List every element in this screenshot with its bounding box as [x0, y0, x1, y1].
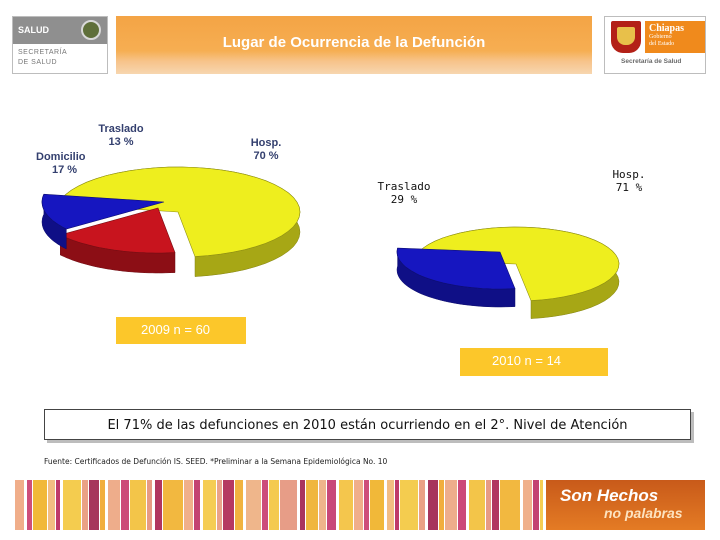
footer-stripe	[89, 480, 99, 530]
footer-stripe	[246, 480, 261, 530]
chiapas-sub2: del Estado	[649, 41, 675, 47]
footer-stripe	[217, 480, 222, 530]
salud-logo-sub2: DE SALUD	[18, 59, 58, 66]
footer-stripe	[147, 480, 152, 530]
pie2-label-traslado-value: 29 %	[390, 193, 418, 206]
pie1-label-domicilio: Domicilio 17 %	[36, 151, 96, 177]
slogan-line2: no palabras	[604, 505, 683, 521]
footer-stripe	[428, 480, 438, 530]
chiapas-shield-icon	[611, 21, 641, 53]
pie1-slice-hosp	[57, 166, 301, 277]
footer-stripe	[108, 480, 120, 530]
footer-stripe	[300, 480, 305, 530]
pie2-label-traslado: Traslado 29 %	[372, 180, 436, 206]
footer-stripe	[184, 480, 193, 530]
pie1-label-traslado-value: 13 %	[108, 136, 134, 148]
pie1-label-hosp-value: 70 %	[253, 150, 279, 162]
footer-stripe	[439, 480, 444, 530]
pie1-label-domicilio-value: 17 %	[52, 164, 78, 176]
footer-stripe	[327, 480, 336, 530]
salud-logo-sub1: SECRETARÍA	[18, 49, 68, 56]
pie1-label-domicilio-name: Domicilio	[36, 151, 86, 163]
pie1-label-traslado-name: Traslado	[98, 123, 144, 135]
chiapas-secretaria: Secretaría de Salud	[621, 58, 682, 65]
footer-stripe	[400, 480, 418, 530]
footer-stripe	[306, 480, 318, 530]
pie2-label-hosp-name: Hosp.	[612, 168, 646, 181]
footer-stripe	[523, 480, 532, 530]
footer-stripe	[500, 480, 520, 530]
mexico-seal-icon	[81, 20, 101, 40]
footer-stripe	[486, 480, 491, 530]
footer-stripe	[419, 480, 425, 530]
chiapas-logo: Chiapas Gobierno del Estado Secretaría d…	[604, 16, 706, 74]
footer-stripe	[269, 480, 279, 530]
slogan-line1: Son Hechos	[560, 486, 659, 505]
footer-stripe	[130, 480, 146, 530]
footer-stripe	[445, 480, 457, 530]
pie2-label-hosp-value: 71 %	[615, 181, 643, 194]
footer-stripe	[235, 480, 243, 530]
footer-stripe	[395, 480, 399, 530]
footer-stripe	[262, 480, 268, 530]
pie1-label-hosp-name: Hosp.	[250, 137, 282, 149]
title-bar: Lugar de Ocurrencia de la Defunción	[116, 16, 592, 74]
footer-stripe	[387, 480, 394, 530]
footer-stripe	[533, 480, 539, 530]
footer-stripe	[15, 480, 24, 530]
footer-stripe	[194, 480, 200, 530]
footer-stripe	[63, 480, 81, 530]
source-note: Fuente: Certificados de Defunción IS. SE…	[44, 457, 388, 466]
slide-title: Lugar de Ocurrencia de la Defunción	[222, 34, 486, 51]
salud-logo-subtitle: SECRETARÍA DE SALUD	[13, 44, 107, 68]
footer-stripe	[203, 480, 216, 530]
pie1-slice-domicilio	[59, 207, 176, 274]
salud-logo-band: SALUD	[13, 17, 107, 44]
footer-stripe	[48, 480, 55, 530]
pie1-label-hosp: Hosp. 70 %	[242, 137, 290, 163]
pie1-slice-traslado	[41, 193, 165, 250]
footer-stripe	[100, 480, 105, 530]
footer-stripe	[458, 480, 466, 530]
footer-stripe	[155, 480, 162, 530]
conclusion-box: El 71% de las defunciones en 2010 están …	[44, 409, 691, 440]
footer-stripe	[56, 480, 60, 530]
pie2-slice-traslado	[396, 247, 516, 308]
pie1-label-traslado: Traslado 13 %	[88, 123, 154, 149]
pie2-label-hosp: Hosp. 71 %	[604, 168, 654, 194]
chiapas-name: Chiapas	[649, 23, 685, 34]
pie2-slice-hosp	[413, 226, 620, 319]
footer-stripe	[319, 480, 326, 530]
footer-stripe	[354, 480, 363, 530]
salud-logo: SALUD SECRETARÍA DE SALUD	[12, 16, 108, 74]
footer-stripe	[370, 480, 384, 530]
footer-stripe	[163, 480, 183, 530]
chiapas-government-badge: Chiapas Gobierno del Estado	[645, 21, 705, 53]
pie2-label-traslado-name: Traslado	[377, 180, 431, 193]
footer-stripe	[33, 480, 47, 530]
footer-stripe	[27, 480, 32, 530]
footer-band: Son Hechos no palabras	[15, 480, 705, 530]
footer-stripe	[82, 480, 88, 530]
year-box-2010: 2010 n = 14	[460, 348, 608, 376]
footer-stripe	[492, 480, 499, 530]
footer-stripe	[540, 480, 543, 530]
footer-stripe	[469, 480, 485, 530]
salud-logo-name: SALUD	[18, 25, 49, 35]
footer-stripe	[364, 480, 369, 530]
year-box-2009: 2009 n = 60	[116, 317, 246, 344]
footer-stripe	[223, 480, 234, 530]
slogan-box: Son Hechos no palabras	[546, 480, 705, 530]
footer-stripe	[339, 480, 353, 530]
footer-stripe	[280, 480, 297, 530]
chiapas-sub1: Gobierno	[649, 34, 672, 40]
footer-stripe	[121, 480, 129, 530]
